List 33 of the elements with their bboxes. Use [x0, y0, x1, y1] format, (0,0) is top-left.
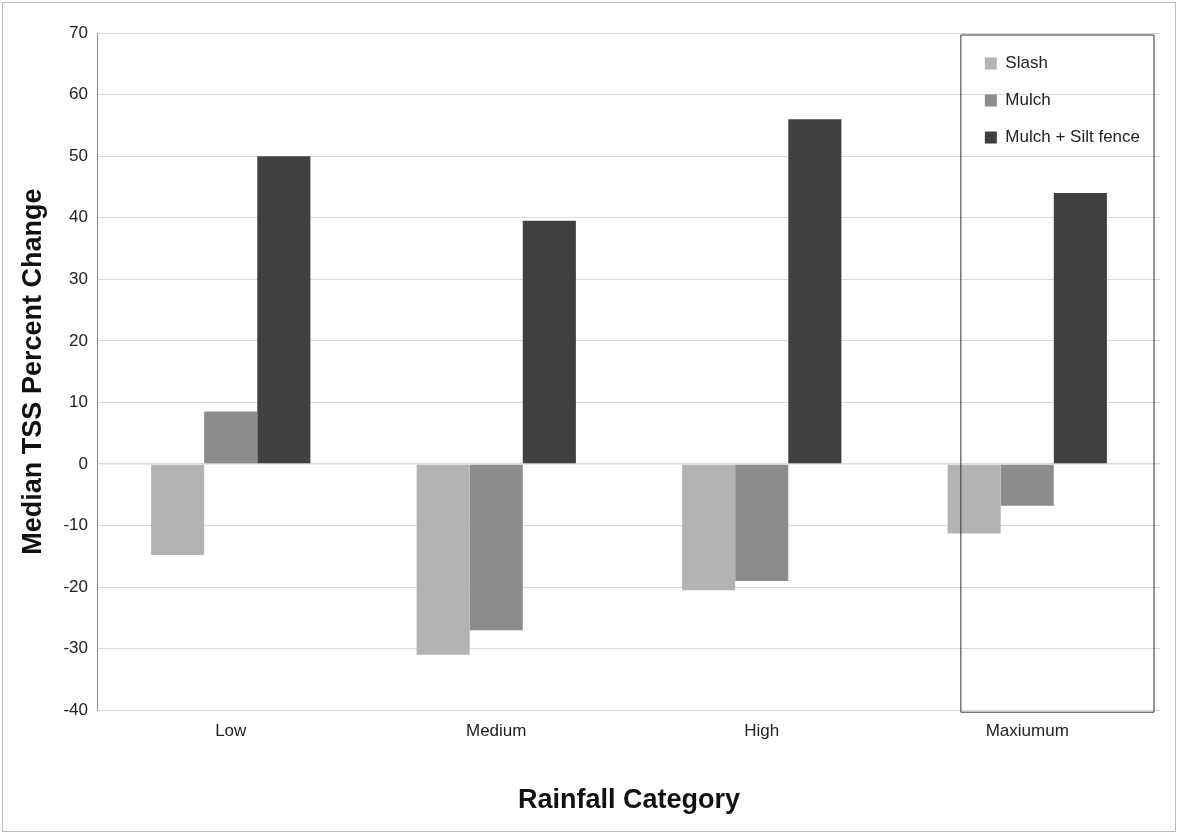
y-tick-label: 0	[78, 453, 88, 473]
x-tick-label: Low	[215, 721, 248, 741]
y-tick-label: 60	[69, 84, 88, 104]
y-tick-label: -40	[63, 699, 88, 719]
y-axis-title: Median TSS Percent Change	[16, 188, 47, 555]
x-tick-label: Medium	[466, 721, 527, 741]
bar	[682, 464, 736, 591]
x-tick-label: Maxiumum	[985, 721, 1069, 741]
bar	[1000, 464, 1054, 506]
y-tick-label: -20	[63, 576, 88, 596]
bar	[788, 119, 842, 464]
bar	[469, 464, 523, 631]
y-tick-label: -10	[63, 515, 88, 535]
y-tick-label: 30	[69, 268, 88, 288]
bar	[151, 464, 205, 556]
bar	[416, 464, 470, 655]
legend-label: Mulch	[1005, 90, 1051, 110]
y-tick-label: 40	[69, 207, 88, 227]
y-tick-label: 50	[69, 145, 88, 165]
bar	[1053, 193, 1107, 464]
legend-label: Slash	[1005, 53, 1048, 73]
bar	[257, 156, 311, 464]
y-tick-label: -30	[63, 638, 88, 658]
y-tick-label: 20	[69, 330, 88, 350]
y-tick-label: 10	[69, 392, 88, 412]
bar	[522, 220, 576, 464]
x-axis-title: Rainfall Category	[517, 784, 741, 815]
x-tick-label: High	[744, 721, 780, 741]
bar	[204, 411, 258, 464]
bar	[947, 464, 1001, 534]
y-tick-label: 70	[69, 22, 88, 42]
bar	[735, 464, 789, 581]
legend-label: Mulch + Silt fence	[1005, 127, 1141, 147]
